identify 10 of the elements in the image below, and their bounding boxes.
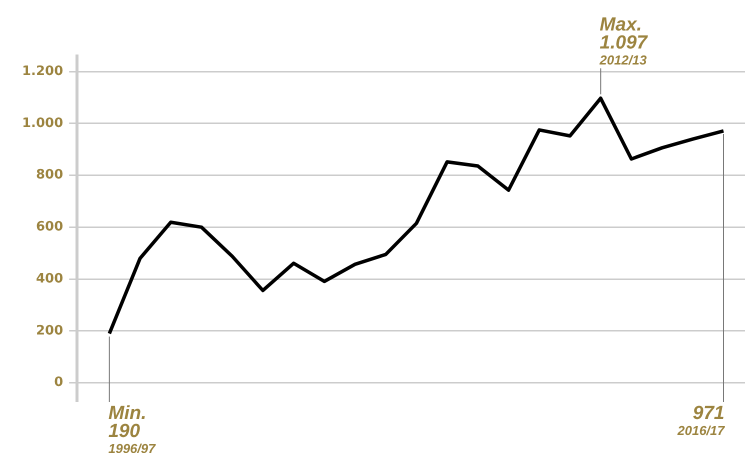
y-tick-label: 400 [36, 271, 64, 286]
y-tick-label: 1.200 [22, 64, 64, 79]
text: Min. 190 1996/97 [108, 403, 156, 456]
text: 971 2016/17 [676, 403, 726, 438]
y-tick-label: 800 [36, 168, 64, 183]
y-tick-label: 0 [54, 375, 64, 390]
y-tick-label: 1.000 [22, 116, 64, 131]
y-tick-label: 600 [36, 220, 64, 235]
y-tick-label: 200 [36, 323, 64, 338]
annotation: Max. 1.097 2012/13 [598, 14, 649, 68]
